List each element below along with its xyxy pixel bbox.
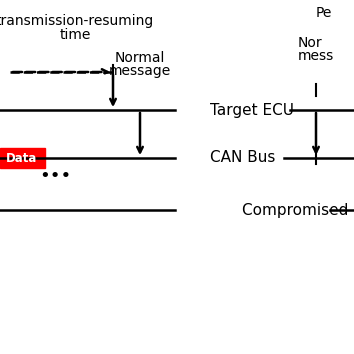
Text: Target ECU: Target ECU xyxy=(210,103,294,118)
Text: time: time xyxy=(59,28,91,42)
Text: Normal: Normal xyxy=(115,51,165,65)
Text: Pe: Pe xyxy=(316,6,332,20)
Text: transmission-resuming: transmission-resuming xyxy=(0,14,154,28)
Text: CAN Bus: CAN Bus xyxy=(210,150,275,166)
Bar xyxy=(0,148,45,168)
Text: Data: Data xyxy=(6,152,38,165)
Text: •••: ••• xyxy=(39,167,71,185)
Text: Nor: Nor xyxy=(298,36,322,50)
Text: Compromised ECU: Compromised ECU xyxy=(242,202,354,217)
Text: mess: mess xyxy=(298,49,334,63)
Text: message: message xyxy=(109,64,171,78)
